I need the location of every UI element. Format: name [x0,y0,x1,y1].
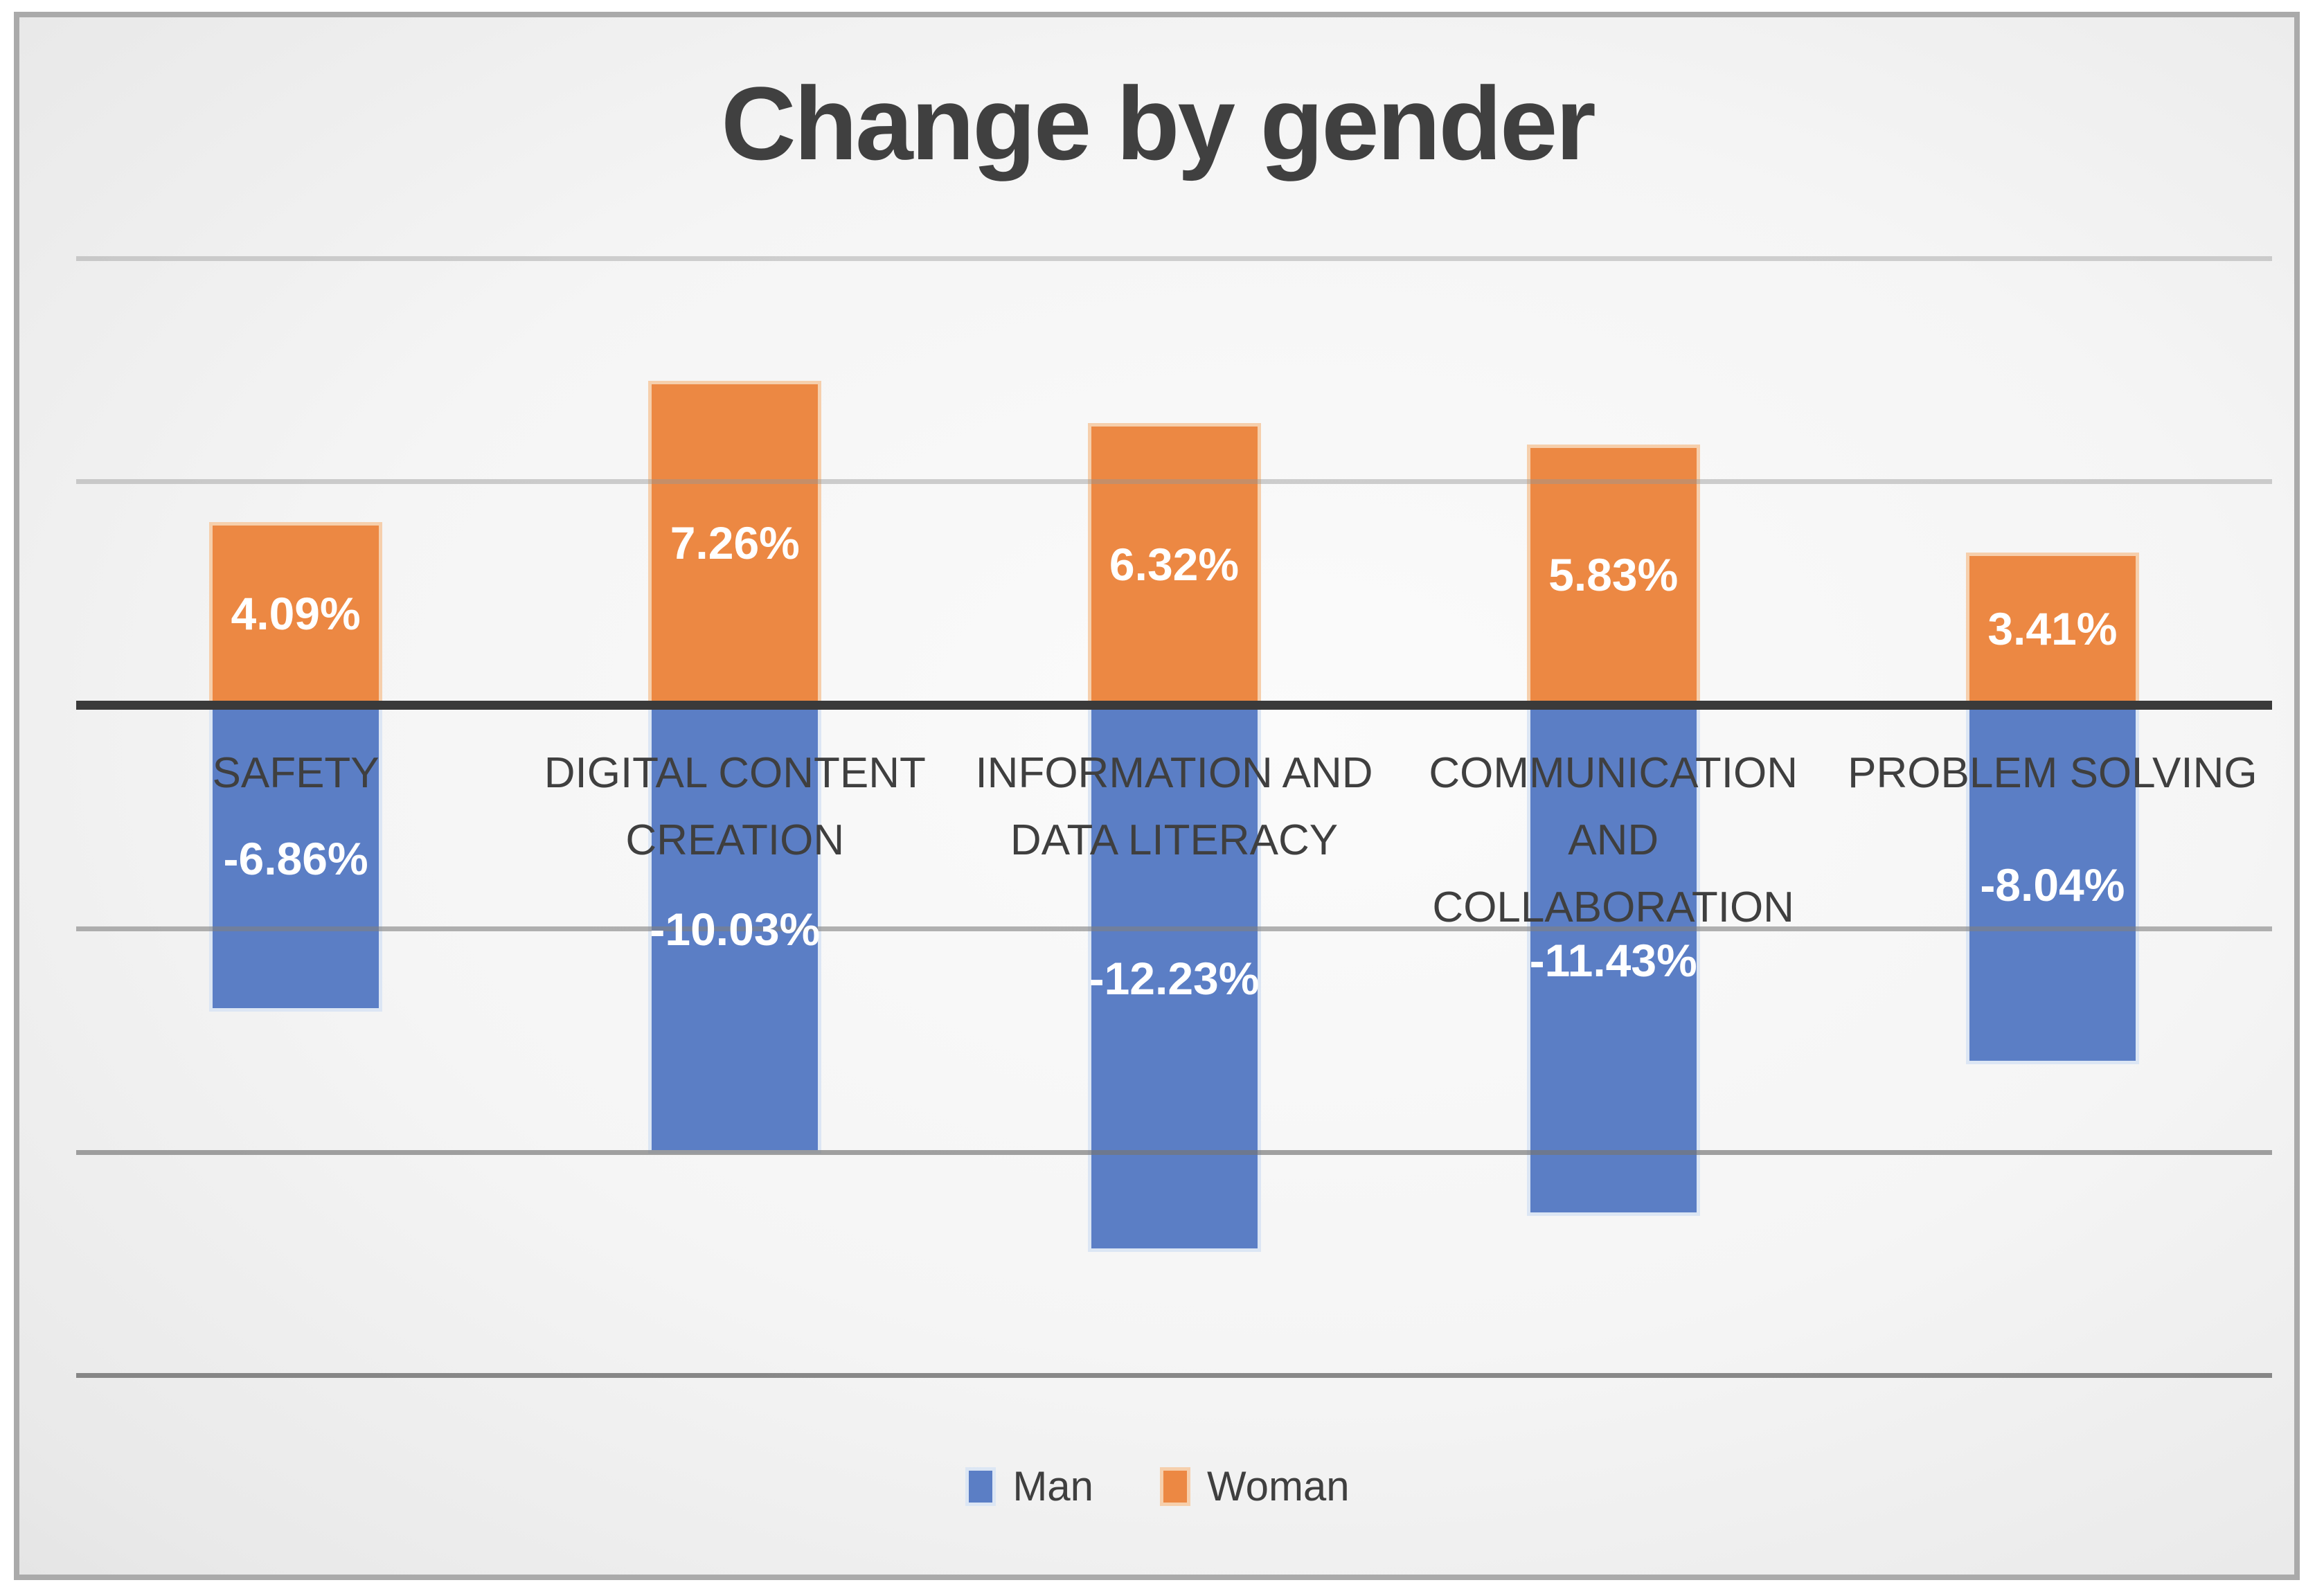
gridline--10-percent [76,1149,2272,1155]
bar-man-information-and-data-literacy [1087,705,1261,1252]
bar-woman-digital-content-creation [648,380,822,706]
bar-man-safety [209,705,383,1012]
legend: Man Woman [0,1462,2315,1510]
chart-title: Change by gender [721,65,1596,181]
bar-woman-information-and-data-literacy [1087,422,1261,706]
value-label-man-information-and-data-literacy: -12.23% [1089,953,1260,1005]
category-label-information-and-data-literacy: INFORMATION AND DATA LITERACY [975,749,1373,864]
legend-label-man: Man [1012,1463,1094,1509]
legend-label-woman: Woman [1207,1463,1350,1509]
value-label-man-digital-content-creation: -10.03% [650,904,821,956]
bar-woman-communication-and-collaboration [1526,445,1700,706]
category-label-safety: SAFETY [212,749,379,797]
value-label-man-safety: -6.86% [223,832,368,884]
x-axis-zero-line [76,701,2272,710]
value-label-woman-safety: 4.09% [231,588,361,640]
legend-swatch-man-icon [965,1467,996,1506]
gridline--15-percent [76,1373,2272,1379]
value-label-woman-digital-content-creation: 7.26% [670,517,800,569]
gridline-10-percent [76,255,2272,261]
value-label-woman-information-and-data-literacy: 6.32% [1109,538,1240,590]
category-label-communication-and-collaboration: COMMUNICATION AND COLLABORATION [1429,749,1798,931]
value-label-man-communication-and-collaboration: -11.43% [1529,935,1697,987]
legend-item-woman: Woman [1160,1462,1350,1510]
legend-item-man: Man [965,1462,1093,1510]
value-label-man-problem-solving: -8.04% [1980,859,2125,911]
value-label-woman-problem-solving: 3.41% [1987,603,2118,655]
category-label-problem-solving: PROBLEM SOLVING [1848,749,2258,797]
gridline--5-percent [76,926,2272,931]
category-label-digital-content-creation: DIGITAL CONTENT CREATION [544,749,926,864]
legend-swatch-woman-icon [1160,1467,1191,1506]
bar-woman-problem-solving [1965,553,2139,706]
value-label-woman-communication-and-collaboration: 5.83% [1548,549,1679,601]
bar-man-problem-solving [1965,705,2139,1065]
gridline-5-percent [76,479,2272,485]
